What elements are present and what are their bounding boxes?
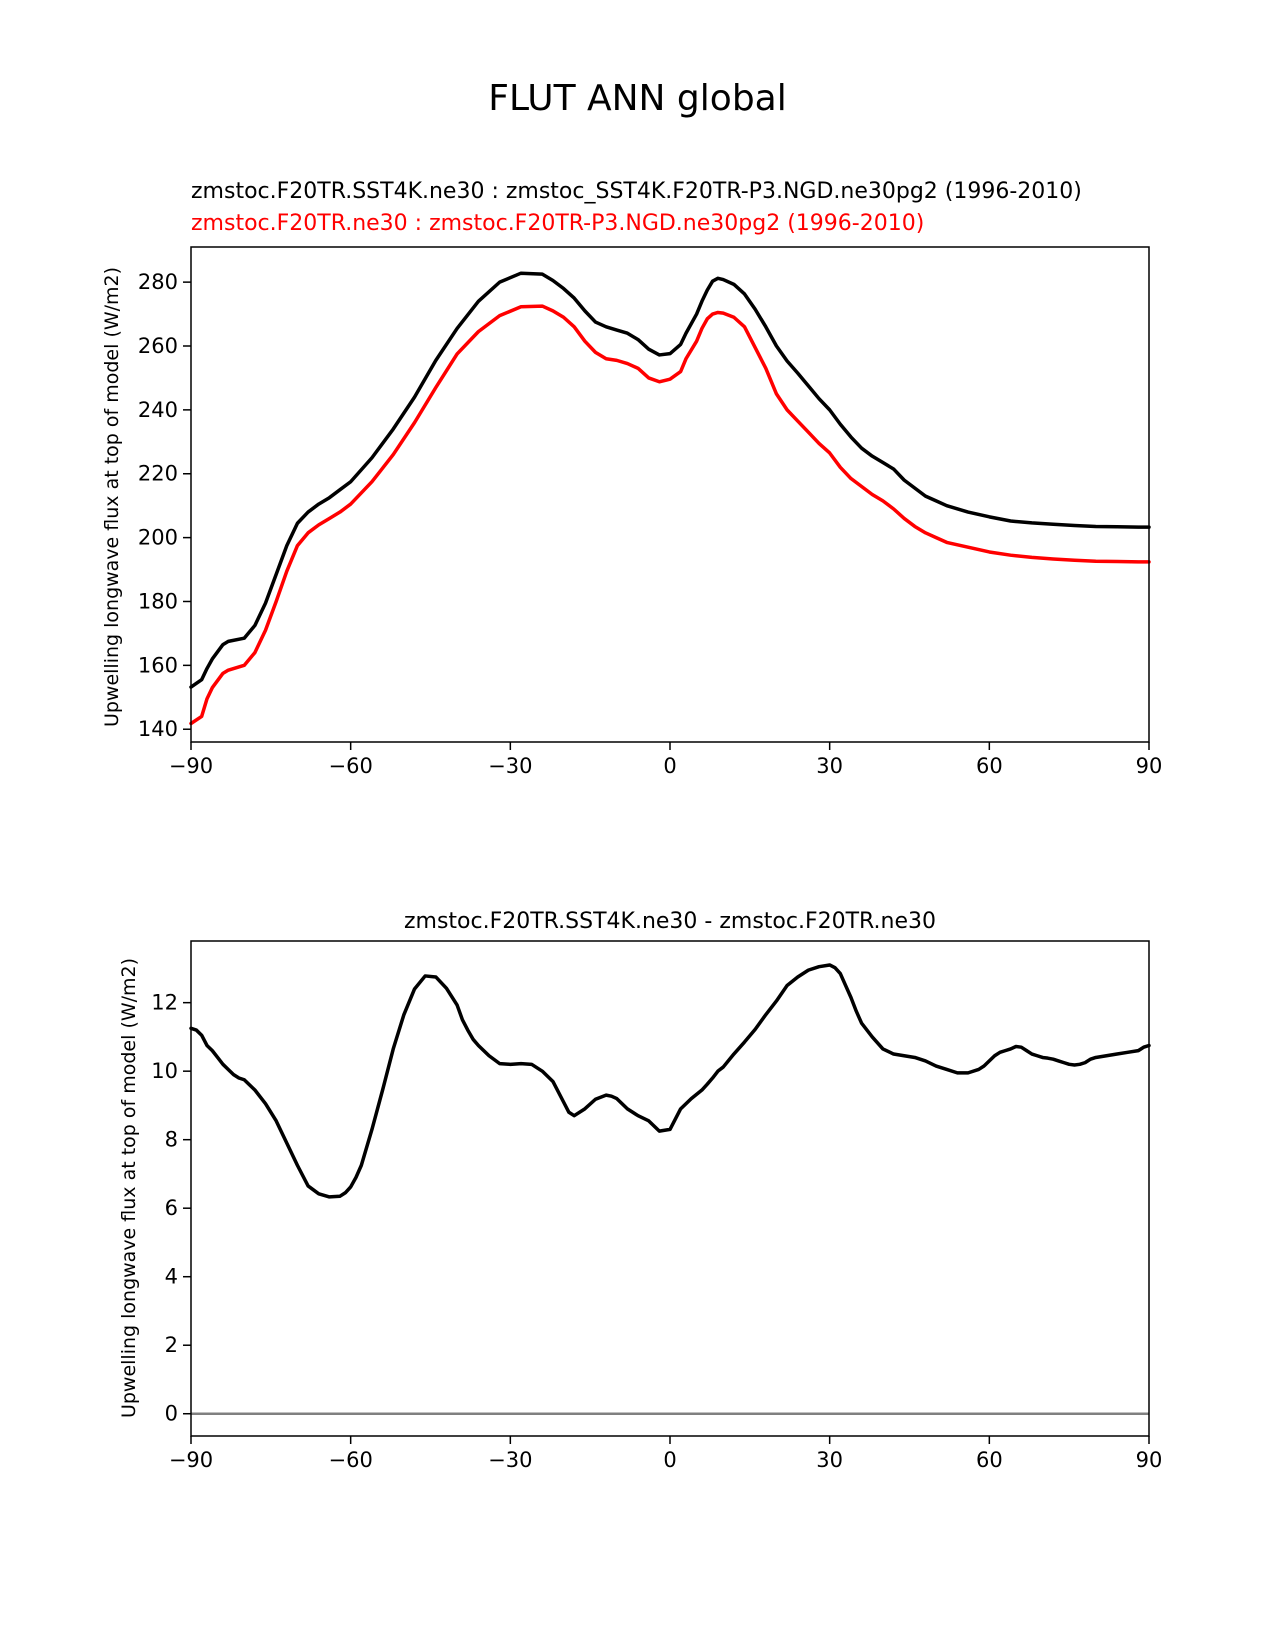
panel1-title-ref: zmstoc.F20TR.ne30 : zmstoc.F20TR-P3.NGD.… — [191, 211, 924, 236]
panel1-y-tick-label: 220 — [138, 462, 178, 486]
panel2-title: zmstoc.F20TR.SST4K.ne30 - zmstoc.F20TR.n… — [404, 909, 936, 934]
panel1-y-tick-label: 240 — [138, 398, 178, 422]
panel1-series-line-ref — [189, 304, 1151, 726]
panel1-y-tick-label: 200 — [138, 526, 178, 550]
panel2-y-tick-label: 8 — [165, 1128, 178, 1152]
panel1-x-tick-label: −60 — [329, 754, 373, 778]
panel2-x-tick-label: −60 — [329, 1448, 373, 1472]
panel1-y-tick-label: 260 — [138, 334, 178, 358]
panel1-x-tick-label: 0 — [663, 754, 676, 778]
panel1-y-tick-label: 280 — [138, 270, 178, 294]
panel2-x-tick-label: 90 — [1136, 1448, 1163, 1472]
difference-panel: zmstoc.F20TR.SST4K.ne30 - zmstoc.F20TR.n… — [118, 909, 1162, 1472]
panel2-x-tick-label: 0 — [663, 1448, 676, 1472]
panel2-x-tick-label: −30 — [488, 1448, 532, 1472]
panel2-y-tick-label: 0 — [165, 1402, 178, 1426]
panel2-y-tick-label: 12 — [151, 991, 178, 1015]
panel2-y-axis-label: Upwelling longwave flux at top of model … — [118, 958, 140, 1418]
panel1-x-tick-label: 90 — [1136, 754, 1163, 778]
panel1-x-tick-label: −30 — [488, 754, 532, 778]
panel2-y-tick-label: 10 — [151, 1059, 178, 1083]
panel1-axes-frame — [190, 246, 1150, 743]
panel1-x-tick-label: −90 — [169, 754, 213, 778]
panel2-plot-layer: −90 −60 −30 0 30 60 90 0 2 4 6 8 10 12 — [151, 963, 1163, 1472]
panel1-y-tick-label: 140 — [138, 717, 178, 741]
panel1-x-tick-label: 60 — [976, 754, 1003, 778]
panel2-y-tick-label: 2 — [165, 1333, 178, 1357]
panel1-y-axis-label: Upwelling longwave flux at top of model … — [101, 267, 123, 727]
absolute-values-panel: zmstoc.F20TR.SST4K.ne30 : zmstoc_SST4K.F… — [101, 179, 1162, 778]
panel2-axes-frame — [190, 940, 1150, 1437]
panel2-series-line-test — [189, 963, 1151, 1199]
panel2-x-tick-label: 60 — [976, 1448, 1003, 1472]
panel2-x-tick-label: −90 — [169, 1448, 213, 1472]
panel1-plot-layer: −90 −60 −30 0 30 60 90 140 160 180 200 220 240 260 280 — [138, 270, 1162, 778]
panel1-x-tick-label: 30 — [816, 754, 843, 778]
panel1-y-tick-label: 180 — [138, 589, 178, 613]
panel2-y-tick-label: 6 — [165, 1196, 178, 1220]
panel1-series-line-test — [189, 271, 1151, 689]
panel1-y-tick-label: 160 — [138, 653, 178, 677]
figure-title: FLUT ANN global — [488, 78, 786, 119]
panel2-x-tick-label: 30 — [816, 1448, 843, 1472]
panel2-y-tick-label: 4 — [165, 1265, 178, 1289]
panel1-title-test: zmstoc.F20TR.SST4K.ne30 : zmstoc_SST4K.F… — [191, 179, 1082, 204]
